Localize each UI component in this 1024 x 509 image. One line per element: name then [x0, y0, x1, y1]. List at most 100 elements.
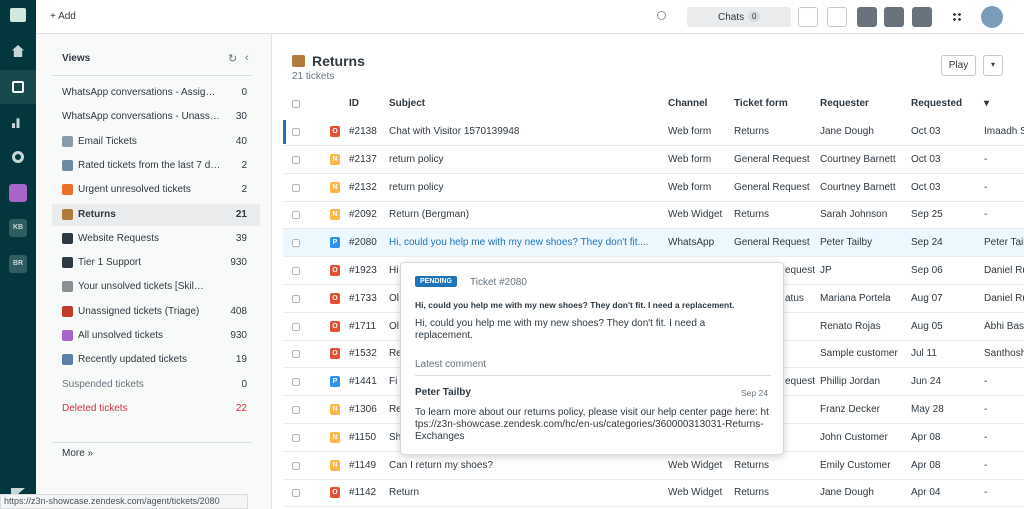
column-header[interactable]: Channel	[668, 98, 708, 109]
cell-assignee: -	[984, 153, 988, 165]
column-header[interactable]: ID	[349, 98, 359, 109]
row-checkbox[interactable]	[292, 128, 300, 136]
view-name[interactable]: All unsolved tickets	[78, 330, 164, 341]
app-icon[interactable]	[9, 184, 27, 202]
row-checkbox[interactable]	[292, 461, 300, 470]
add-button[interactable]: + Add	[50, 11, 76, 22]
view-name[interactable]: Unassigned tickets (Triage)	[78, 305, 200, 317]
latest-comment-label: Latest comment	[415, 359, 487, 370]
view-name[interactable]: WhatsApp conversations - Unass…	[62, 111, 220, 123]
cell-form: General Request	[734, 237, 810, 249]
ticket-subject: Hi, could you help me with my new shoes?…	[415, 300, 735, 310]
view-name[interactable]: Recently updated tickets	[78, 354, 187, 366]
phone-icon[interactable]	[827, 7, 847, 27]
nav-badge[interactable]: BR	[9, 255, 27, 273]
chats-label: Chats	[718, 12, 745, 23]
row-checkbox[interactable]	[292, 155, 300, 164]
view-name[interactable]: Rated tickets from the last 7 d…	[78, 159, 221, 171]
view-icon	[62, 159, 73, 171]
view-name[interactable]: Deleted tickets	[62, 402, 128, 414]
ticket-row[interactable]	[283, 146, 1024, 174]
row-checkbox[interactable]	[292, 211, 300, 220]
view-name[interactable]: Tier 1 Support	[78, 257, 141, 269]
cell-form: equest	[785, 376, 816, 388]
logo[interactable]	[10, 8, 26, 22]
status-badge: N	[330, 404, 340, 415]
search-icon[interactable]	[657, 11, 666, 20]
column-header[interactable]: Ticket form	[734, 98, 788, 109]
products-icon[interactable]	[952, 12, 962, 22]
app-button[interactable]	[884, 7, 904, 27]
status-badge: O	[330, 126, 340, 137]
view-icon	[62, 232, 73, 244]
status-url: https://z3n-showcase.zendesk.com/agent/t…	[0, 494, 248, 509]
row-checkbox[interactable]	[292, 378, 300, 387]
view-name[interactable]: Urgent unresolved tickets	[78, 184, 191, 196]
row-checkbox[interactable]	[292, 322, 300, 331]
cell-subject: Chat with Visitor 1570139948	[389, 126, 520, 137]
cell-requester: Renato Rojas	[820, 320, 881, 332]
column-header[interactable]: Requester	[820, 98, 869, 109]
more-link[interactable]: More »	[62, 448, 94, 459]
row-checkbox[interactable]	[292, 294, 300, 303]
chat-icon[interactable]	[798, 7, 818, 27]
views-icon[interactable]	[12, 81, 24, 93]
view-name[interactable]: Your unsolved tickets [Skil…	[78, 281, 204, 293]
avatar[interactable]	[981, 6, 1003, 28]
view-icon	[62, 257, 73, 269]
view-count: 19	[235, 354, 247, 366]
status-badge: N	[330, 459, 340, 471]
ticket-row[interactable]	[283, 452, 1024, 480]
view-name[interactable]: Email Tickets	[78, 135, 137, 147]
row-checkbox[interactable]	[292, 406, 300, 414]
play-button[interactable]: Play	[941, 55, 976, 76]
view-name[interactable]: WhatsApp conversations - Assig…	[62, 87, 216, 98]
column-header[interactable]: Requested	[911, 98, 963, 109]
row-checkbox[interactable]	[292, 433, 300, 442]
cell-requester: Courtney Barnett	[820, 181, 896, 193]
collapse-icon[interactable]: ‹	[245, 52, 249, 64]
view-icon	[62, 208, 73, 220]
row-checkbox[interactable]	[292, 350, 300, 359]
column-header[interactable]: ▾	[984, 98, 990, 109]
cell-requested: Oct 03	[911, 181, 941, 193]
status-badge: N	[330, 209, 340, 221]
ticket-row[interactable]	[283, 479, 1024, 508]
column-header[interactable]: Subject	[389, 98, 426, 109]
cell-form: Returns	[734, 209, 770, 221]
chats-button[interactable]: Chats 0	[687, 7, 791, 27]
cell-assignee: -	[984, 431, 988, 443]
view-title: Returns	[312, 53, 365, 69]
ticket-row[interactable]	[283, 229, 1024, 258]
app-button[interactable]	[857, 7, 877, 27]
view-name[interactable]: Suspended tickets	[62, 378, 144, 390]
cell-requester: Phillip Jordan	[820, 376, 881, 388]
cell-subject: Can I return my shoes?	[389, 459, 493, 471]
app-button[interactable]	[912, 7, 932, 27]
views-nav-selected[interactable]	[0, 70, 36, 104]
row-checkbox[interactable]	[292, 183, 300, 192]
status-badge: N	[330, 181, 340, 193]
reports-icon[interactable]	[12, 116, 21, 128]
row-checkbox[interactable]	[292, 267, 300, 275]
refresh-icon[interactable]: ↻	[228, 53, 238, 65]
cell-form: Returns	[734, 487, 770, 499]
cell-assignee: -	[984, 404, 988, 415]
view-name[interactable]: Returns	[78, 208, 116, 220]
nav-badge[interactable]: KB	[9, 219, 27, 237]
ticket-row[interactable]	[283, 201, 1024, 230]
ticket-row[interactable]	[283, 174, 1024, 202]
row-checkbox[interactable]	[292, 489, 300, 498]
cell-requested: Aug 05	[911, 320, 943, 332]
home-icon[interactable]	[12, 45, 24, 57]
status-badge: O	[330, 320, 340, 332]
options-button[interactable]: ▾	[983, 55, 1003, 76]
view-icon	[62, 184, 73, 196]
ticket-row[interactable]	[283, 118, 1024, 146]
view-count: 21	[235, 208, 247, 220]
view-name[interactable]: Website Requests	[78, 232, 159, 244]
cell-requester: Franz Decker	[820, 404, 881, 415]
settings-icon[interactable]	[12, 151, 24, 163]
view-count: 930	[230, 257, 247, 269]
row-checkbox[interactable]	[292, 239, 300, 248]
